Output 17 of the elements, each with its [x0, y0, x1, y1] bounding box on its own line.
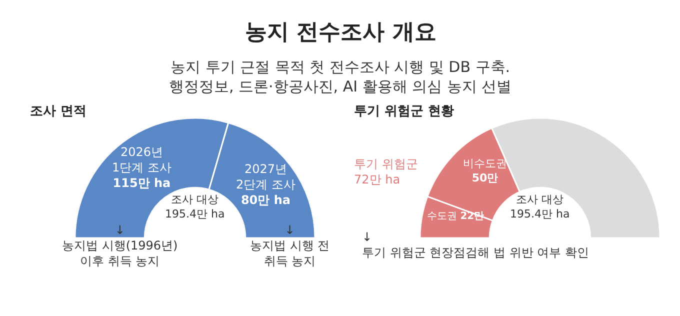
data-label: 50만: [472, 171, 498, 184]
slice-label: 2027년 2단계 조사: [236, 162, 296, 192]
slice-label: 비수도권: [463, 157, 507, 170]
chart-title: 투기 위험군 현황: [354, 104, 454, 119]
text: ↓ 농지법 시행(1996년) 이후 취득 농지: [62, 223, 178, 268]
text: 조사 대상 195.4만 ha: [165, 193, 225, 220]
text: ↓ 농지법 시행 전 취득 농지: [250, 223, 330, 268]
text: 조사 대상 195.4만 ha: [510, 193, 570, 220]
chart-title: 조사 면적: [30, 104, 87, 119]
text: 투기 위험군 72만 ha: [354, 157, 418, 187]
text: 농지 전수조사 개요: [245, 20, 436, 45]
data-label: 115만 ha: [112, 176, 171, 190]
data-label: 80만 ha: [240, 193, 290, 208]
text: 농지 투기 근절 목적 첫 전수조사 시행 및 DB 구축. 행정정보, 드론·항공사진, AI 활용해 의심 농지 선별: [169, 58, 512, 96]
slice-label: 수도권: [427, 211, 457, 222]
text: ↓ 투기 위험군 현장점검해 법 위반 여부 확인: [362, 230, 589, 260]
slice-label: 2026년 1단계 조사: [112, 145, 172, 175]
